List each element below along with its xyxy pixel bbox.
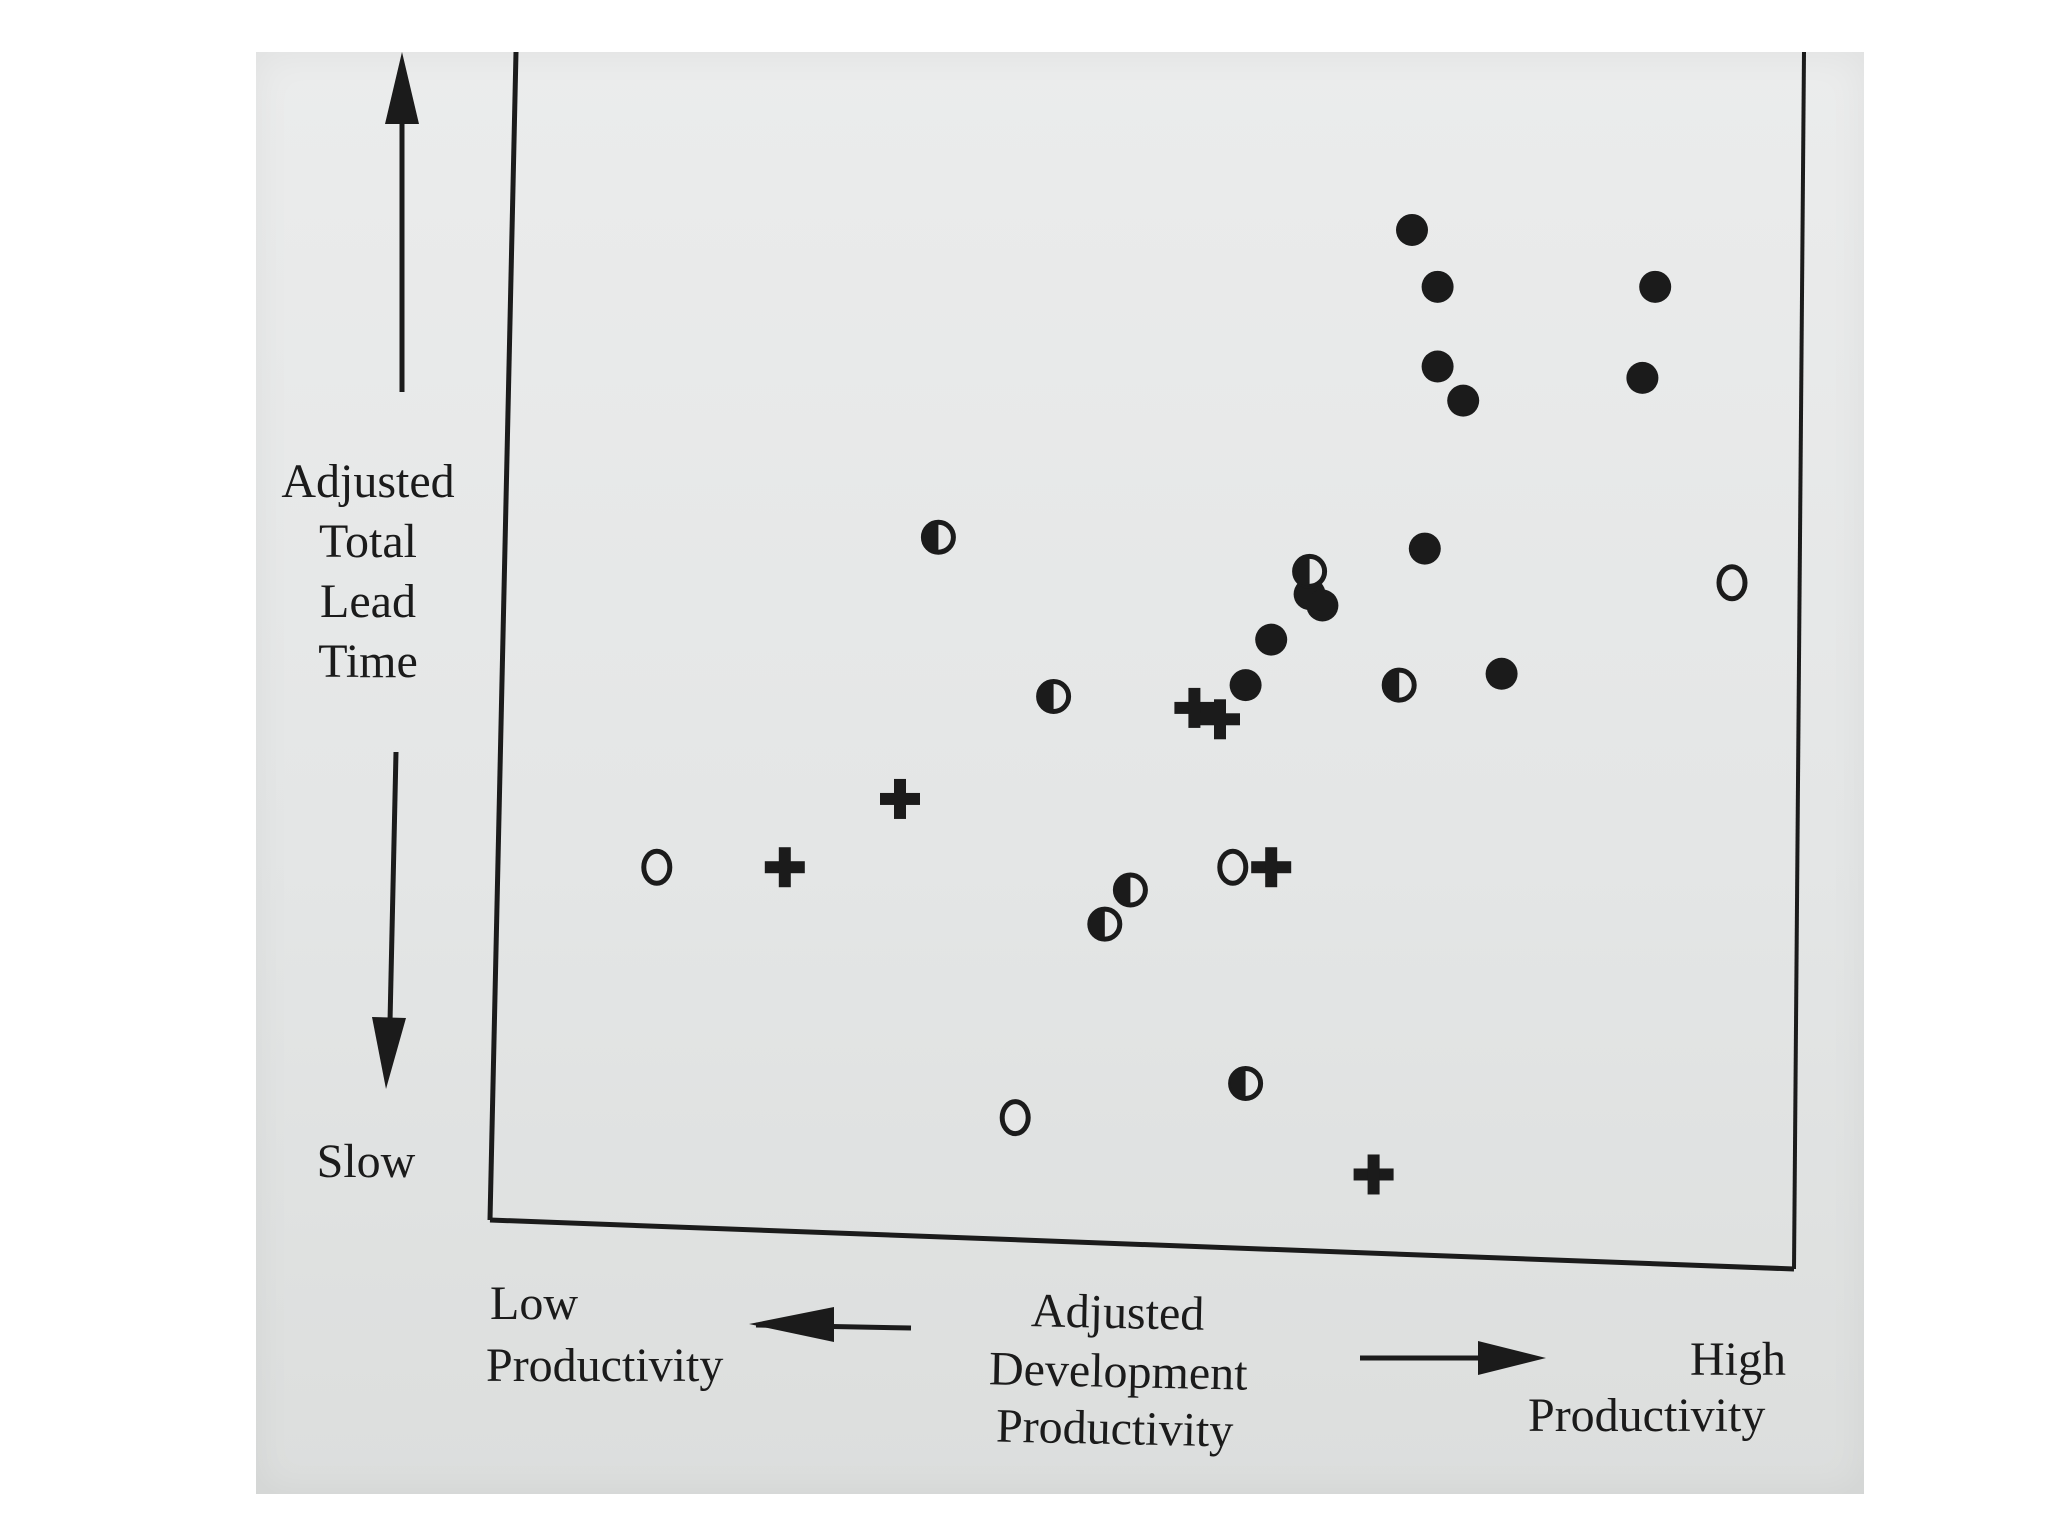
y-axis-label-line-3: Lead (320, 575, 416, 628)
point-half-circle-1 (920, 519, 956, 555)
point-filled-circle-5 (1639, 270, 1672, 303)
point-filled-circle-3 (1421, 350, 1454, 383)
point-open-circle-4 (1716, 564, 1748, 602)
y-down-arrow (372, 751, 406, 1089)
book-page: Adjusted Total Lead Time Slow Low Produc… (256, 52, 1864, 1494)
point-filled-circle-9 (1306, 589, 1339, 622)
point-filled-circle-6 (1626, 361, 1659, 394)
x-axis-high-label-line-2: Productivity (1528, 1389, 1766, 1442)
point-plus-6 (1353, 1154, 1394, 1195)
x-left-arrow (749, 1307, 912, 1342)
point-filled-circle-12 (1485, 657, 1518, 690)
y-axis-line (487, 52, 519, 1221)
point-half-circle-4 (1381, 667, 1417, 703)
y-up-arrow (385, 52, 419, 392)
point-open-circle-2 (999, 1099, 1031, 1137)
point-plus-1 (764, 847, 805, 888)
point-plus-4 (1200, 699, 1240, 740)
x-axis-line (489, 1217, 1795, 1272)
point-filled-circle-10 (1255, 623, 1288, 656)
point-filled-circle-1 (1396, 213, 1428, 246)
y-axis-label-line-2: Total (319, 515, 417, 568)
x-axis-low-label-line-1: Low (490, 1277, 578, 1330)
y-axis-low-label: Slow (316, 1135, 416, 1188)
point-open-circle-1 (641, 848, 673, 886)
x-axis-low-label-line-2: Productivity (486, 1339, 724, 1392)
point-plus-2 (880, 778, 920, 819)
point-filled-circle-11 (1229, 669, 1262, 702)
point-filled-circle-7 (1408, 532, 1441, 565)
point-half-circle-2 (1036, 679, 1072, 715)
point-half-circle-3 (1292, 553, 1328, 589)
point-open-circle-3 (1217, 848, 1249, 886)
point-plus-3 (1174, 687, 1215, 728)
point-filled-circle-4 (1447, 384, 1480, 417)
right-frame-line (1792, 52, 1806, 1270)
point-filled-circle-2 (1421, 270, 1454, 303)
point-half-circle-6 (1087, 906, 1123, 942)
y-axis-label-line-4: Time (318, 635, 418, 688)
y-axis-label-line-1: Adjusted (281, 455, 455, 508)
point-half-circle-5 (1112, 872, 1148, 908)
data-points (641, 213, 1748, 1195)
point-plus-5 (1251, 847, 1292, 888)
x-right-arrow (1360, 1341, 1546, 1375)
point-half-circle-7 (1228, 1065, 1264, 1101)
scatter-plot (372, 52, 1806, 1375)
x-axis-high-label-line-1: High (1690, 1333, 1786, 1386)
